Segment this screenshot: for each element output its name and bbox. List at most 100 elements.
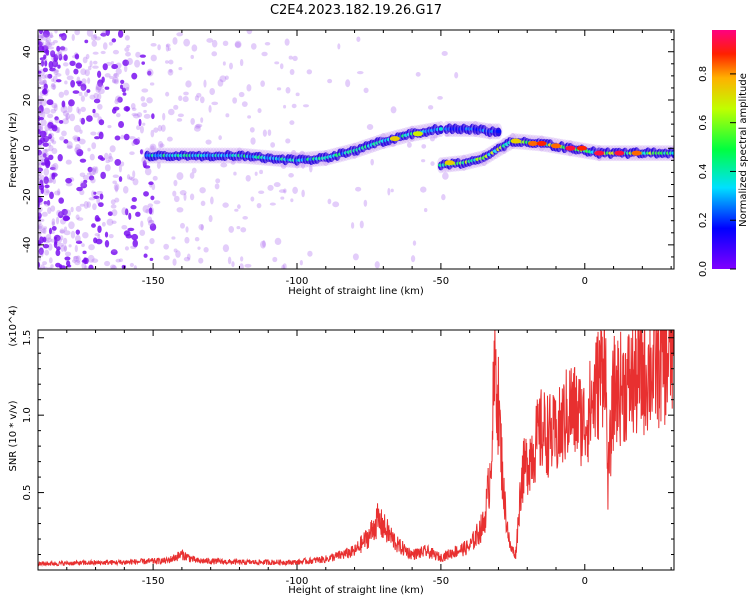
noise-speck [51, 147, 58, 155]
noise-speck [131, 112, 139, 117]
noise-speck [117, 96, 123, 103]
noise-speck [208, 215, 213, 223]
noise-speck [38, 33, 44, 39]
noise-speck [53, 69, 59, 73]
noise-speck [229, 62, 233, 70]
noise-speck [57, 154, 63, 162]
noise-speck [249, 127, 255, 133]
noise-speck [166, 136, 173, 142]
noise-speck [276, 87, 282, 91]
noise-speck [302, 104, 310, 108]
y-tick-label: -40 [22, 237, 33, 253]
noise-speck [70, 206, 74, 213]
noise-speck [38, 75, 42, 82]
noise-speck [38, 102, 43, 106]
colorbar-tick-label: 0.4 [698, 163, 709, 179]
noise-speck [210, 196, 214, 205]
noise-speck [58, 197, 64, 204]
noise-speck [199, 187, 206, 194]
noise-speck [111, 78, 117, 84]
noise-speck [39, 130, 47, 138]
noise-speck [237, 204, 241, 209]
noise-speck [172, 37, 178, 45]
noise-speck [123, 133, 130, 141]
noise-speck [59, 211, 64, 216]
noise-speck [43, 176, 49, 185]
noise-speck [175, 250, 181, 258]
noise-speck [38, 81, 46, 85]
noise-speck [43, 79, 47, 85]
noise-speck [123, 230, 131, 237]
y-tick-label: 1.5 [22, 330, 33, 346]
noise-speck [48, 179, 53, 183]
noise-speck [135, 211, 141, 217]
noise-speck [200, 200, 206, 207]
noise-speck [144, 167, 152, 176]
noise-speck [93, 92, 99, 99]
noise-speck [41, 266, 49, 269]
hotspot [551, 143, 562, 149]
noise-speck [292, 55, 298, 62]
x-tick-label: 0 [582, 576, 588, 587]
noise-speck [87, 166, 93, 173]
noise-speck [76, 106, 80, 114]
noise-speck [290, 198, 294, 203]
noise-speck [136, 112, 143, 118]
noise-speck [122, 59, 130, 67]
noise-speck [42, 179, 50, 184]
noise-speck [58, 119, 64, 124]
noise-speck [327, 198, 332, 205]
noise-speck [142, 160, 147, 168]
colorbar-tick-label: 0.2 [698, 212, 709, 228]
noise-speck [52, 162, 59, 171]
noise-speck [57, 188, 61, 196]
noise-speck [245, 174, 251, 182]
hotspot [631, 150, 642, 156]
noise-speck [95, 238, 103, 245]
noise-speck [128, 176, 133, 180]
noise-speck [47, 46, 55, 50]
noise-speck [189, 172, 195, 179]
noise-speck [65, 68, 70, 76]
noise-speck [406, 141, 412, 148]
noise-speck [356, 36, 361, 42]
noise-speck [279, 63, 284, 70]
noise-speck [190, 117, 195, 125]
noise-speck [193, 125, 201, 132]
noise-speck [88, 264, 94, 269]
noise-speck [80, 181, 85, 189]
noise-speck [88, 167, 96, 176]
noise-speck [147, 219, 155, 227]
noise-speck [88, 65, 92, 71]
noise-speck [441, 194, 446, 201]
noise-speck [56, 237, 62, 244]
noise-speck [173, 248, 178, 253]
noise-speck [124, 35, 130, 41]
noise-speck [112, 49, 119, 55]
noise-speck [179, 190, 187, 196]
noise-speck [260, 80, 265, 87]
noise-speck [427, 105, 434, 110]
noise-speck [92, 51, 99, 55]
noise-speck [136, 137, 141, 143]
noise-speck [66, 264, 72, 268]
noise-speck [165, 60, 169, 64]
noise-speck [197, 246, 201, 250]
noise-speck [84, 69, 90, 77]
noise-speck [107, 211, 113, 216]
noise-speck [63, 244, 67, 253]
noise-speck [110, 199, 116, 205]
noise-speck [186, 253, 191, 260]
noise-speck [71, 259, 77, 263]
noise-speck [48, 154, 54, 161]
noise-speck [40, 34, 45, 39]
y-tick-label: 40 [22, 45, 33, 58]
noise-speck [118, 164, 122, 173]
noise-speck [74, 260, 81, 266]
noise-speck [57, 64, 61, 69]
noise-speck [87, 147, 91, 152]
noise-speck [56, 45, 61, 52]
noise-speck [285, 87, 291, 94]
noise-speck [124, 65, 128, 73]
noise-speck [42, 236, 47, 243]
